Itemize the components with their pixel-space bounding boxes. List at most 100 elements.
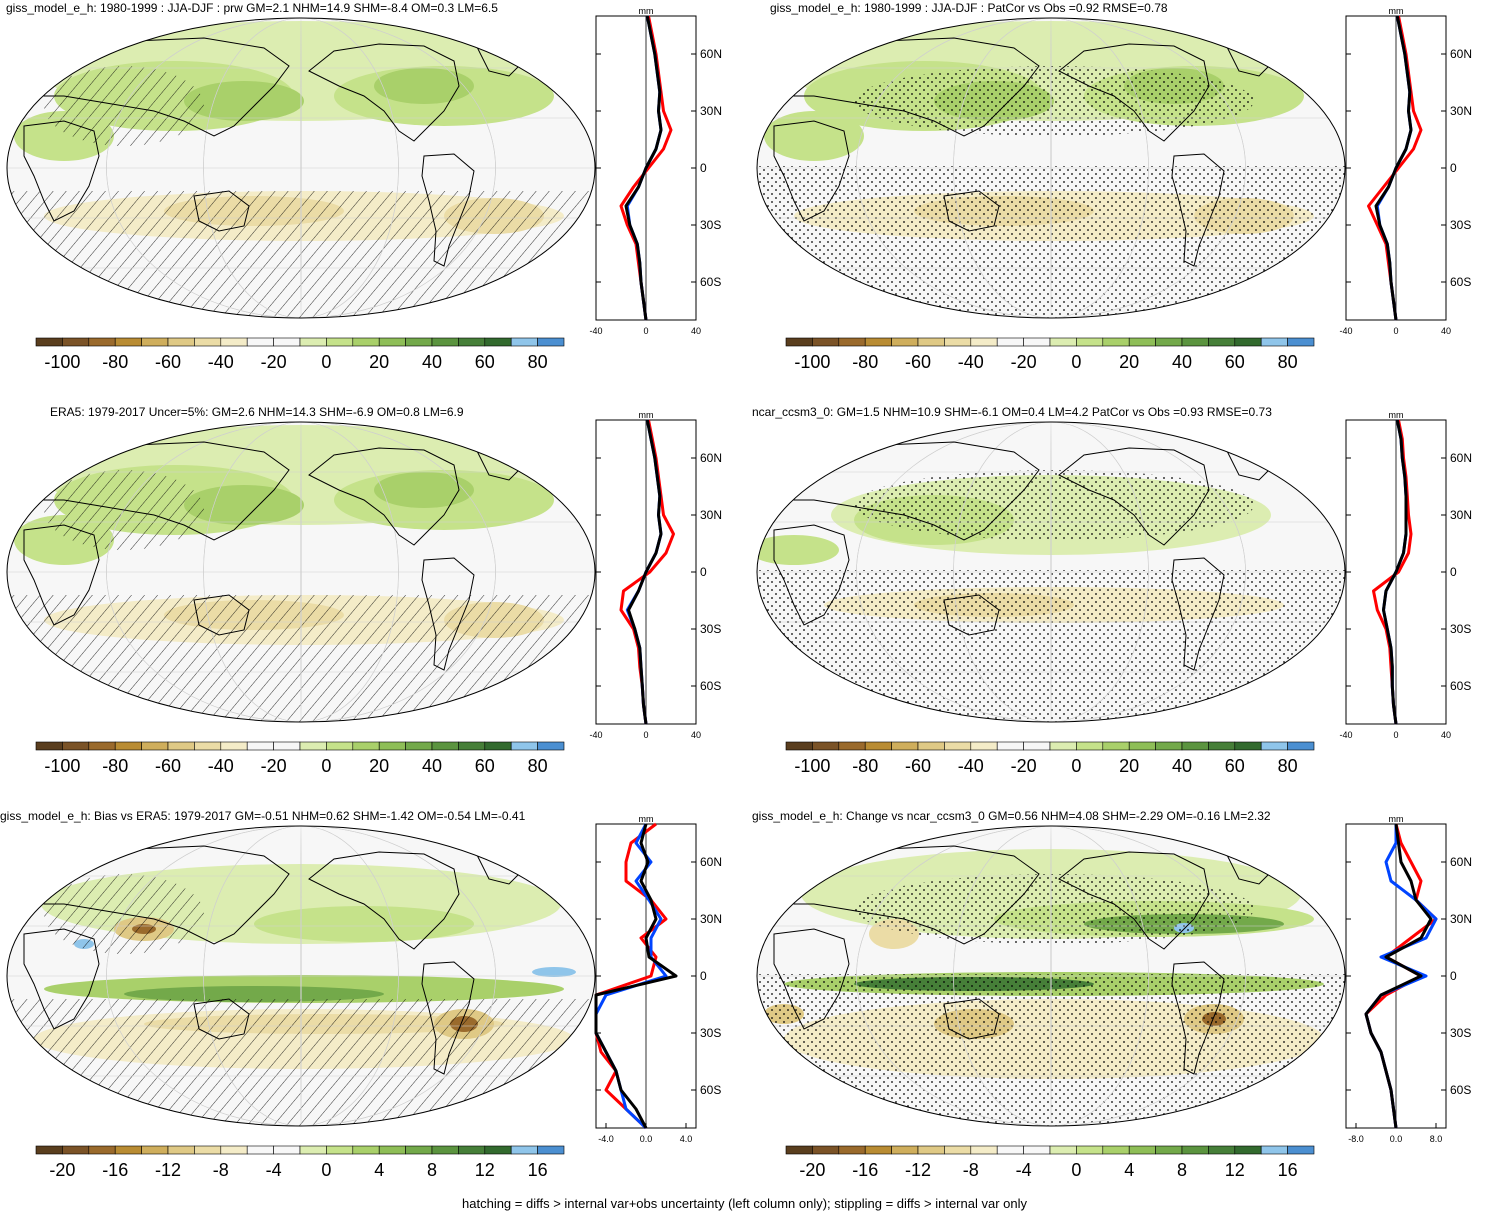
field-region <box>764 111 864 161</box>
colorbar-label: 20 <box>369 352 389 372</box>
lat-tick-label: 60N <box>700 451 722 465</box>
colorbar-swatch <box>1128 1145 1156 1155</box>
stippling-region <box>757 166 1345 318</box>
graticule-meridian <box>1050 422 1052 722</box>
colorbar-label: -60 <box>155 352 181 372</box>
colorbar-swatch <box>838 741 866 751</box>
colorbar-swatch <box>141 1145 169 1155</box>
lat-tick-label: 30S <box>1450 1026 1471 1040</box>
hatching-region <box>7 999 595 1126</box>
colorbar-label: -80 <box>102 756 128 776</box>
colorbar-label: -60 <box>905 756 931 776</box>
colorbar-label: -4 <box>266 1160 282 1180</box>
colorbar-label: -4 <box>1016 1160 1032 1180</box>
graticule-meridian <box>203 422 399 722</box>
x-tick-label: 0 <box>643 326 648 336</box>
coastline <box>23 120 100 222</box>
colorbar-swatch <box>246 337 274 347</box>
colorbar-label: -20 <box>1011 756 1037 776</box>
series-line-black <box>1374 15 1413 321</box>
colorbar-swatch <box>1049 1145 1077 1155</box>
x-tick-label: 0.0 <box>640 1134 653 1144</box>
colorbar-label: -80 <box>102 352 128 372</box>
field-region <box>374 472 474 508</box>
colorbar-swatch <box>220 741 248 751</box>
colorbar-swatch <box>510 337 538 347</box>
colorbar-swatch <box>1023 1145 1051 1155</box>
lat-tick-label: 30N <box>1450 508 1472 522</box>
coastline <box>1171 557 1225 671</box>
colorbar-swatch <box>405 337 433 347</box>
colorbar-label: 40 <box>422 756 442 776</box>
lat-tick-label: 60S <box>1450 679 1471 693</box>
colorbar-swatch <box>88 337 116 347</box>
graticule-meridian <box>106 18 496 318</box>
zonal-plot-2: mm 60N 30N 0 30S 60S -40 0 40 <box>1339 6 1472 336</box>
colorbar-swatch <box>917 337 945 347</box>
colorbar-swatch <box>1023 741 1051 751</box>
colorbar-label: -20 <box>49 1160 75 1180</box>
map-content <box>7 18 595 318</box>
graticule-meridian <box>856 826 1246 1126</box>
lat-tick-label: 30N <box>1450 104 1472 118</box>
colorbar-label: 40 <box>422 352 442 372</box>
panel-title-6: giss_model_e_h: Change vs ncar_ccsm3_0 G… <box>752 809 1271 823</box>
x-tick-label: -40 <box>1339 326 1352 336</box>
x-tick-label: -40 <box>589 730 602 740</box>
graticule-meridian <box>856 18 1246 318</box>
coastline <box>23 524 100 626</box>
colorbar-label: 80 <box>1278 756 1298 776</box>
graticule-meridian <box>300 422 302 722</box>
colorbar-swatch <box>114 1145 142 1155</box>
coastline <box>308 851 460 950</box>
lat-tick-label: 30S <box>700 1026 721 1040</box>
series-line-black <box>624 15 663 321</box>
coastline <box>773 845 1040 945</box>
coastline <box>773 928 850 1030</box>
lat-tick-label: 0 <box>700 161 707 175</box>
colorbar-swatch <box>970 741 998 751</box>
zonal-plot-3: mm 60N 30N 0 30S 60S -40 0 40 <box>589 410 722 740</box>
field-region <box>184 485 304 525</box>
colorbar-label: 0 <box>321 756 331 776</box>
colorbar-swatch <box>246 741 274 751</box>
coastline <box>773 441 1040 541</box>
colorbar-label: 0 <box>1071 352 1081 372</box>
lat-tick-label: 0 <box>700 969 707 983</box>
colorbar-swatch <box>1128 337 1156 347</box>
lat-tick-label: 60N <box>1450 47 1472 61</box>
map-panel-5 <box>6 825 596 1127</box>
colorbar-swatch <box>510 1145 538 1155</box>
colorbar-swatch <box>194 337 222 347</box>
colorbar-swatch <box>194 741 222 751</box>
field-region <box>532 967 576 977</box>
colorbar-swatch <box>785 337 813 347</box>
coastline <box>193 190 250 232</box>
colorbar-swatch <box>431 741 459 751</box>
colorbar-swatch <box>1287 337 1315 347</box>
colorbar-label: 4 <box>1124 1160 1134 1180</box>
colorbar-label: -20 <box>261 756 287 776</box>
colorbar-swatch <box>996 337 1024 347</box>
graticule-meridian <box>300 18 302 318</box>
colorbar-label: 8 <box>427 1160 437 1180</box>
lat-tick-label: 0 <box>1450 565 1457 579</box>
colorbar-swatch <box>1234 741 1262 751</box>
x-tick-label: 40 <box>691 326 701 336</box>
graticule-meridian <box>1050 826 1052 1126</box>
colorbar-swatch <box>458 741 486 751</box>
graticule-meridian <box>106 422 496 722</box>
lat-tick-label: 30S <box>700 622 721 636</box>
colorbar-swatch <box>1128 741 1156 751</box>
graticule-meridian <box>953 18 1149 318</box>
colorbar-swatch <box>838 337 866 347</box>
zonal-plot-1: mm 60N 30N 0 30S 60S -40 0 40 <box>589 6 722 336</box>
colorbar-swatch <box>970 1145 998 1155</box>
colorbar-swatch <box>917 1145 945 1155</box>
colorbar-swatch <box>62 741 90 751</box>
map-outline <box>6 825 596 1127</box>
colorbar-swatch <box>141 741 169 751</box>
colorbar-swatch <box>88 741 116 751</box>
colorbar-label: -40 <box>958 756 984 776</box>
colorbar-swatch <box>1076 337 1104 347</box>
